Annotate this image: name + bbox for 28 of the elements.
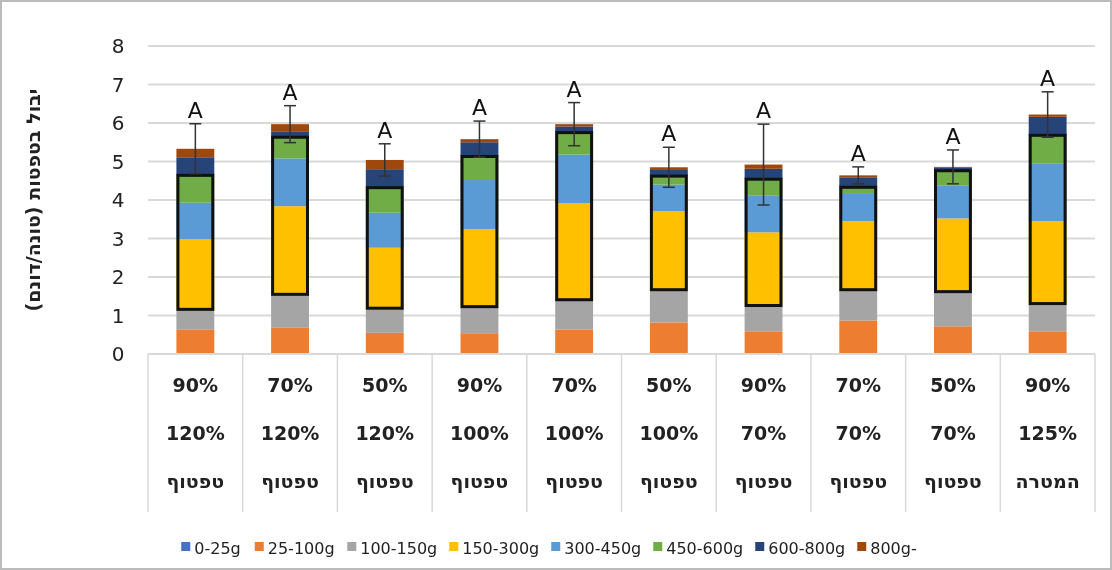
annotation: A	[661, 121, 677, 147]
legend-label: 600-800g	[768, 538, 846, 558]
y-tick-label: 7	[111, 72, 125, 97]
annotation: A	[1040, 65, 1056, 91]
legend-label: 300-450g	[564, 538, 642, 558]
legend-label: 25-100g	[267, 538, 335, 558]
legend-label: 100-150g	[360, 538, 438, 558]
annotation: A	[187, 97, 203, 123]
annotation: A	[282, 79, 298, 105]
annotation: A	[850, 140, 866, 166]
legend-label: 450-600g	[666, 538, 744, 558]
y-tick-label: 5	[111, 149, 125, 174]
annotation: A	[566, 76, 582, 102]
y-tick-label: 0	[111, 342, 125, 366]
y-tick-label: 6	[111, 111, 125, 135]
y-tick-label: 3	[111, 226, 125, 251]
y-axis-title: יבול בטפטות (טונה/דונם)	[22, 88, 44, 312]
annotation: A	[471, 95, 487, 121]
y-tick-label: 4	[111, 188, 125, 212]
y-tick-label: 8	[111, 34, 125, 58]
legend-label: 800g-	[870, 538, 917, 558]
legend-label: 0-25g	[194, 538, 241, 558]
y-tick-label: 2	[111, 265, 125, 289]
annotation: A	[377, 117, 393, 143]
y-tick-label: 1	[111, 303, 125, 328]
annotation: A	[756, 98, 772, 124]
legend-label: 150-300g	[462, 538, 540, 558]
annotation: A	[945, 123, 961, 149]
